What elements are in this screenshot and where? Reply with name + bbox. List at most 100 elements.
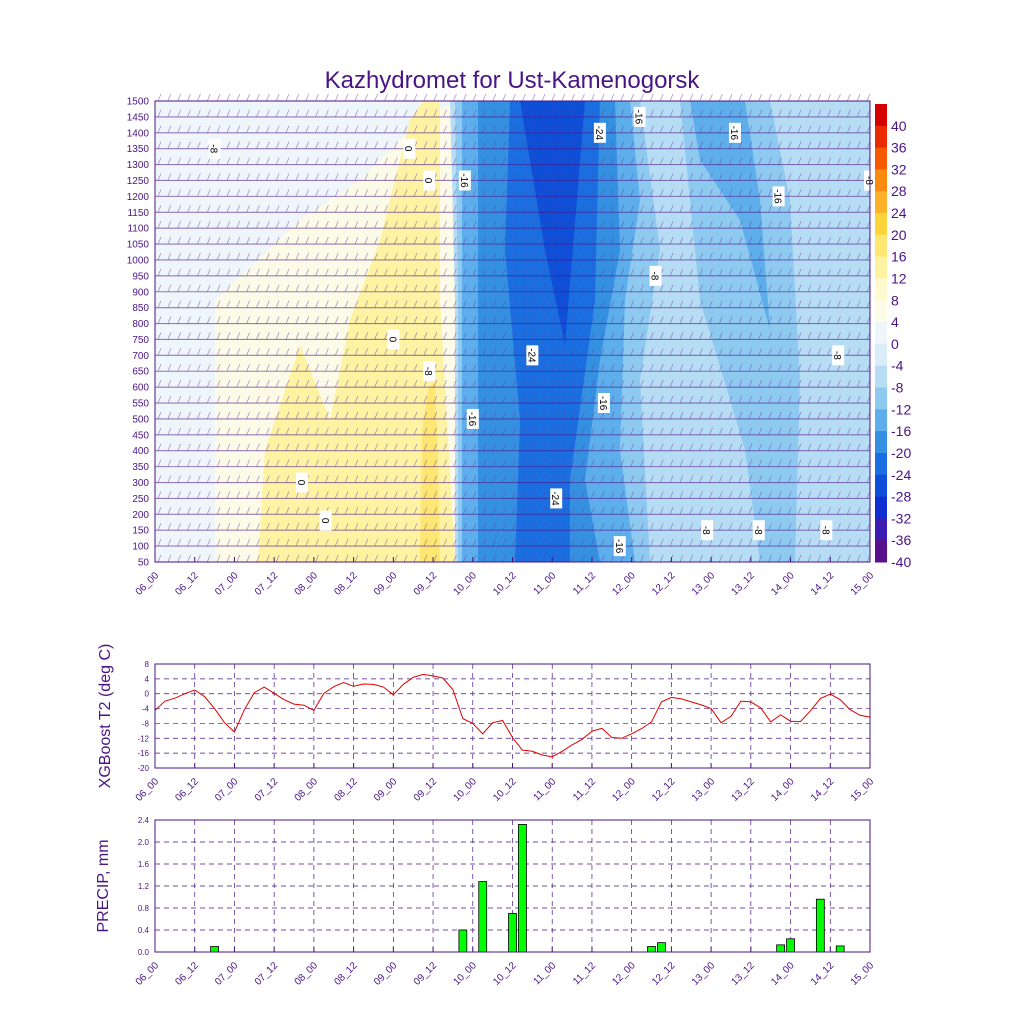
wind-barb xyxy=(334,252,339,261)
wind-barb xyxy=(837,316,841,324)
contour-label-bg xyxy=(832,345,845,366)
wind-barb xyxy=(374,475,378,483)
wind-barb xyxy=(709,443,713,451)
wind-barb xyxy=(669,173,674,181)
wind-barb xyxy=(315,157,319,165)
wind-barb xyxy=(226,475,231,483)
colorbar-swatch xyxy=(875,387,887,410)
precip-y-axis-label: PRECIP, mm xyxy=(95,839,112,932)
wind-barb xyxy=(837,380,841,388)
wind-barb xyxy=(197,236,201,245)
wind-barb xyxy=(492,268,497,276)
wind-barb xyxy=(374,443,378,451)
wind-barb xyxy=(354,300,359,308)
wind-barb xyxy=(482,252,487,261)
wind-barb xyxy=(167,459,172,467)
colorbar-swatch xyxy=(875,147,887,170)
wind-barb xyxy=(709,173,713,181)
wind-barb xyxy=(827,221,831,229)
wind-barb xyxy=(443,364,447,372)
wind-barb xyxy=(502,300,506,308)
wind-barb xyxy=(738,173,743,181)
wind-barb xyxy=(305,252,310,261)
wind-barb xyxy=(423,332,428,340)
wind-barb xyxy=(650,189,654,197)
wind-barb xyxy=(226,173,231,181)
wind-barb xyxy=(551,538,556,547)
wind-barb xyxy=(265,284,270,292)
wind-barb xyxy=(344,125,349,133)
wind-barb xyxy=(846,554,851,563)
wind-barb xyxy=(522,268,526,276)
wind-barb xyxy=(807,252,812,261)
wind-barb xyxy=(758,411,763,420)
wind-barb xyxy=(817,236,822,245)
wind-barb xyxy=(344,205,349,213)
wind-barb xyxy=(492,252,497,261)
wind-barb xyxy=(571,459,575,467)
t2-y-tick-label: 0 xyxy=(145,690,150,699)
wind-barb xyxy=(758,236,763,245)
contour-label-text: 0 xyxy=(295,480,306,486)
wind-barb xyxy=(659,205,664,213)
wind-barb xyxy=(443,284,447,292)
wind-barb xyxy=(226,459,231,467)
wind-barb xyxy=(699,141,703,149)
wind-barb xyxy=(334,141,339,149)
wind-barb xyxy=(640,125,644,133)
wind-barb xyxy=(433,348,438,356)
wind-barb xyxy=(709,459,713,467)
wind-barb xyxy=(453,380,457,388)
wind-barb xyxy=(295,236,300,245)
wind-barb xyxy=(837,459,841,467)
wind-barb xyxy=(167,252,172,261)
wind-barb xyxy=(187,252,191,261)
wind-barb xyxy=(256,427,260,435)
wind-barb xyxy=(226,157,231,165)
wind-barb xyxy=(315,300,319,308)
colorbar-label: -12 xyxy=(891,401,911,417)
wind-barb xyxy=(640,205,644,213)
wind-barb xyxy=(157,491,162,499)
cross-section-y-tick-label: 1400 xyxy=(127,128,150,139)
wind-barb xyxy=(561,538,566,547)
wind-barb xyxy=(718,332,723,340)
wind-barb xyxy=(354,427,359,435)
wind-barb xyxy=(403,125,408,133)
wind-barb xyxy=(856,554,861,563)
wind-barb xyxy=(856,443,861,451)
contour-label-bg xyxy=(597,393,610,414)
wind-barb xyxy=(827,411,831,420)
wind-barb xyxy=(512,538,516,547)
wind-barb xyxy=(492,141,497,149)
wind-barb xyxy=(807,93,812,102)
wind-barb xyxy=(728,157,733,165)
wind-barb xyxy=(551,125,556,133)
wind-barb xyxy=(856,141,861,149)
wind-barb xyxy=(689,507,694,515)
chart-title: Kazhydromet for Ust-Kamenogorsk xyxy=(325,67,701,94)
wind-barb xyxy=(561,380,566,388)
wind-barb xyxy=(600,157,605,165)
wind-barb xyxy=(315,93,319,102)
wind-barb xyxy=(699,348,703,356)
wind-barb xyxy=(817,173,822,181)
wind-barb xyxy=(206,507,211,515)
wind-barb xyxy=(246,523,250,531)
wind-barb xyxy=(374,380,378,388)
wind-barb xyxy=(413,443,418,451)
wind-barb xyxy=(236,538,241,547)
wind-barb xyxy=(265,109,270,118)
wind-barb xyxy=(305,236,310,245)
wind-barb xyxy=(748,236,753,245)
wind-barb xyxy=(354,364,359,372)
wind-barb xyxy=(561,427,566,435)
wind-barb xyxy=(374,221,378,229)
wind-barb xyxy=(325,268,329,276)
wind-barb xyxy=(738,523,743,531)
wind-barb xyxy=(472,93,477,102)
wind-barb xyxy=(856,221,861,229)
wind-barb xyxy=(325,395,329,404)
wind-barb xyxy=(472,173,477,181)
wind-barb xyxy=(403,173,408,181)
